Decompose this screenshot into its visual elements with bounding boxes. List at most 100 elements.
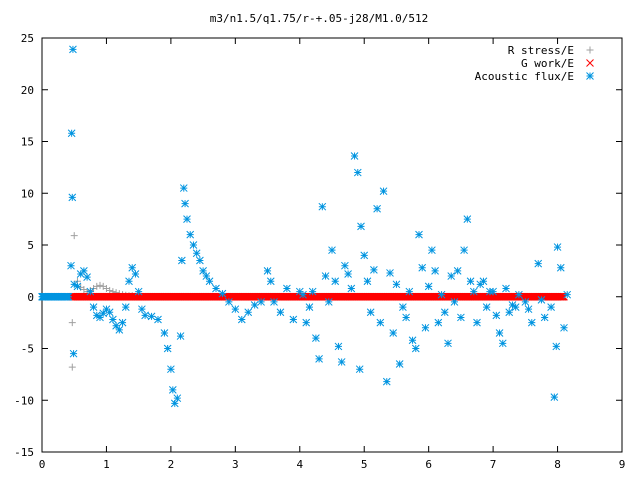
- legend-marker: [586, 59, 594, 67]
- data-point: [68, 193, 77, 202]
- data-point: [270, 298, 278, 306]
- data-point: [106, 287, 114, 295]
- data-point: [328, 246, 336, 255]
- chart-title: m3/n1.5/q1.75/r-+.05-j28/M1.0/512: [210, 12, 429, 25]
- data-point: [382, 377, 391, 386]
- data-point: [96, 281, 104, 289]
- data-point: [453, 267, 462, 275]
- data-point: [466, 277, 475, 286]
- y-tick-label: -10: [14, 394, 34, 407]
- x-tick-label: 5: [361, 458, 368, 471]
- data-point: [505, 308, 514, 317]
- legend-label: G work/E: [521, 57, 574, 70]
- data-point: [89, 303, 98, 311]
- x-tick-label: 9: [619, 458, 626, 471]
- x-tick-label: 6: [425, 458, 432, 471]
- data-point: [170, 399, 179, 408]
- data-point: [147, 312, 156, 321]
- data-point: [289, 315, 298, 324]
- data-point: [257, 298, 265, 306]
- data-point: [318, 202, 327, 211]
- data-point: [128, 263, 137, 272]
- data-point: [373, 204, 381, 213]
- y-tick-label: 25: [21, 32, 34, 45]
- data-point: [357, 222, 365, 231]
- axes: 0 1 2 3 4 5 6 7 8 9 -15 -10 -5 0 5 10 15 20 25: [14, 32, 625, 471]
- data-point: [218, 289, 227, 298]
- data-point: [93, 282, 101, 290]
- data-point: [99, 309, 108, 318]
- data-point: [105, 308, 114, 317]
- data-point: [527, 318, 536, 327]
- data-point: [498, 339, 507, 348]
- data-point: [183, 215, 191, 223]
- data-point: [83, 273, 91, 281]
- data-point: [173, 394, 182, 403]
- data-point: [67, 261, 75, 270]
- data-point: [312, 334, 320, 343]
- data-point: [315, 354, 323, 363]
- data-point: [353, 168, 362, 177]
- data-point: [299, 290, 307, 299]
- data-point: [308, 287, 317, 296]
- x-tick-label: 0: [39, 458, 46, 471]
- data-point: [302, 318, 311, 327]
- data-point: [444, 339, 452, 348]
- data-point: [115, 326, 124, 334]
- data-point: [179, 184, 188, 192]
- data-point: [334, 342, 343, 351]
- data-point: [68, 319, 76, 327]
- data-point: [563, 290, 572, 299]
- data-point: [389, 329, 398, 337]
- data-point: [511, 303, 520, 311]
- data-point: [80, 267, 88, 275]
- data-point: [550, 393, 559, 401]
- data-point: [556, 263, 565, 272]
- data-point: [421, 323, 430, 332]
- data-point: [92, 311, 101, 320]
- y-tick-label: 0: [27, 291, 34, 304]
- data-point: [415, 230, 423, 239]
- data-point: [324, 298, 333, 306]
- data-point: [199, 267, 207, 275]
- data-point: [405, 287, 414, 296]
- data-point: [68, 363, 76, 371]
- data-point: [131, 270, 140, 278]
- data-point: [263, 267, 272, 275]
- x-tick-label: 1: [103, 458, 110, 471]
- x-tick-label: 8: [554, 458, 561, 471]
- data-point: [553, 243, 562, 251]
- data-point: [463, 215, 472, 223]
- data-point: [176, 332, 185, 340]
- plot-frame: [41, 37, 623, 453]
- data-point: [64, 292, 73, 301]
- data-point: [225, 298, 233, 306]
- data-point: [212, 284, 220, 293]
- data-point: [121, 303, 130, 311]
- data-point: [440, 308, 449, 317]
- data-point: [395, 360, 404, 368]
- y-tick-label: 10: [21, 187, 34, 200]
- data-point: [473, 318, 481, 327]
- data-point: [321, 272, 330, 280]
- data-point: [331, 277, 340, 286]
- data-point: [276, 308, 285, 317]
- data-point: [67, 129, 76, 138]
- series-2: [38, 45, 572, 408]
- data-point: [283, 284, 291, 293]
- x-tick-label: 3: [232, 458, 239, 471]
- data-point: [492, 311, 501, 320]
- data-point: [347, 284, 356, 293]
- data-point: [186, 230, 195, 239]
- data-point: [138, 305, 146, 314]
- data-point: [134, 287, 143, 296]
- data-point: [450, 298, 459, 306]
- data-point: [360, 251, 369, 260]
- data-point: [534, 259, 543, 268]
- data-point: [547, 303, 555, 311]
- data-point: [418, 263, 427, 272]
- data-point: [86, 287, 95, 296]
- data-point: [515, 290, 523, 299]
- data-point: [428, 246, 436, 255]
